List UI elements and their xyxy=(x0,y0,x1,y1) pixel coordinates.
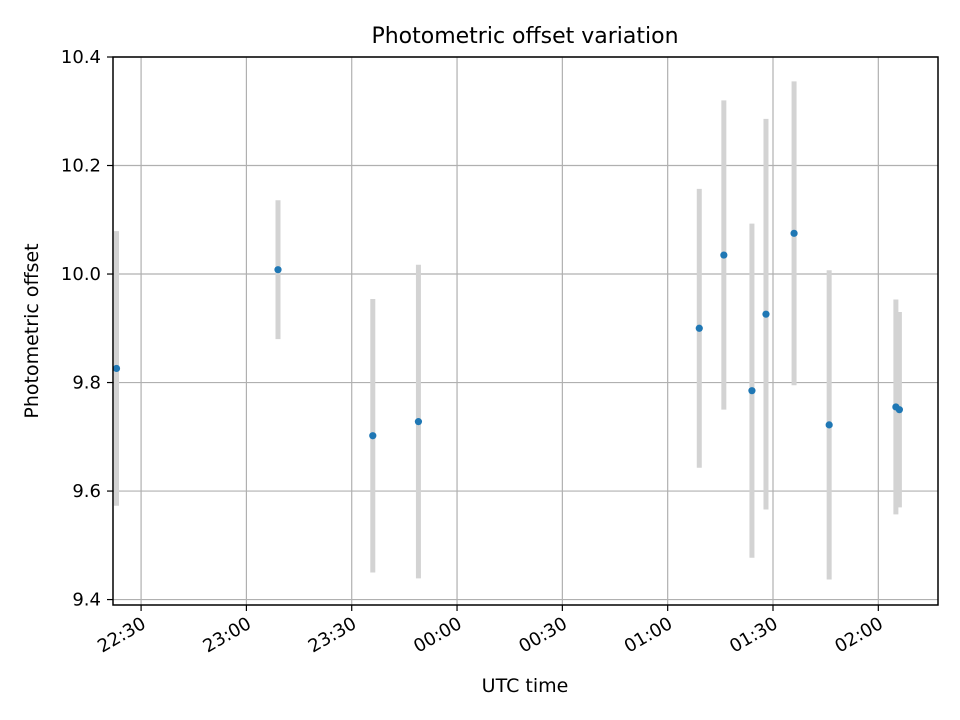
y-tick-label: 9.8 xyxy=(72,373,101,394)
data-point xyxy=(895,406,903,414)
data-point xyxy=(748,387,756,395)
data-point xyxy=(695,324,703,332)
y-tick-label: 10.0 xyxy=(61,264,101,285)
y-tick-label: 9.4 xyxy=(72,590,101,611)
x-tick-label: 23:00 xyxy=(199,613,254,657)
x-axis-label: UTC time xyxy=(482,675,569,697)
data-point xyxy=(112,364,121,373)
x-tick-label: 23:30 xyxy=(305,613,360,657)
x-tick-label: 00:00 xyxy=(410,613,465,657)
grid xyxy=(113,56,938,605)
x-tick-label: 22:30 xyxy=(94,613,149,657)
data-point xyxy=(720,251,728,259)
data-points xyxy=(112,229,903,440)
data-point xyxy=(762,310,770,318)
data-point xyxy=(369,432,377,440)
plot-frame xyxy=(112,56,939,606)
x-tick-label: 02:00 xyxy=(831,613,886,657)
data-point xyxy=(825,421,833,429)
y-tick-label: 10.4 xyxy=(61,47,101,68)
y-tick-label: 10.2 xyxy=(61,156,101,177)
y-axis-label: Photometric offset xyxy=(21,243,43,418)
y-tick-label: 9.6 xyxy=(72,481,101,502)
data-point xyxy=(274,266,282,274)
x-tick-label: 00:30 xyxy=(515,613,570,657)
chart-title: Photometric offset variation xyxy=(371,24,678,49)
data-point xyxy=(414,418,423,426)
error-bars xyxy=(114,81,902,580)
x-tick-label: 01:00 xyxy=(621,613,676,657)
data-point xyxy=(790,229,798,237)
x-tick-label: 01:30 xyxy=(726,613,781,657)
x-axis-ticks: 22:30 23:00 23:30 00:00 00:30 01:00 01:30 02:00 xyxy=(94,605,887,657)
y-axis-ticks: 9.4 9.6 9.8 10.0 10.2 10.4 xyxy=(61,47,113,611)
